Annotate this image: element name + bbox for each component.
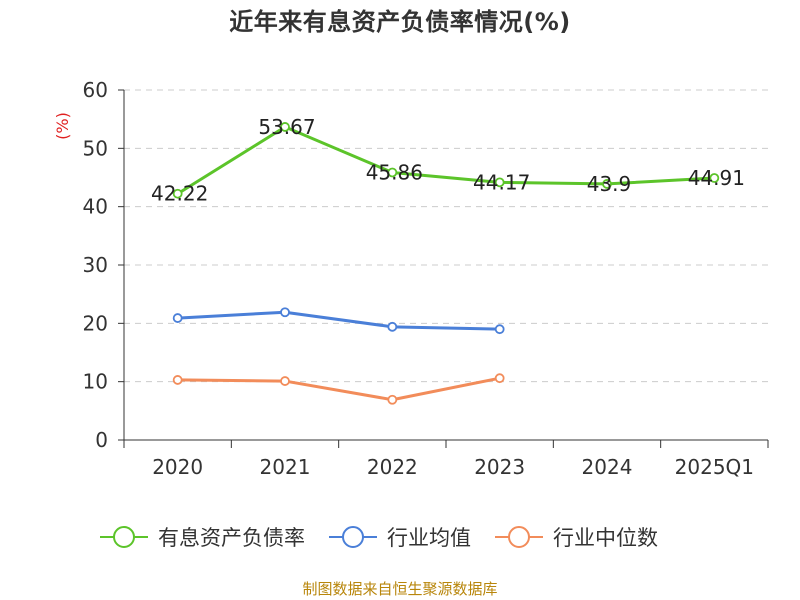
x-tick-label: 2025Q1 xyxy=(675,455,754,479)
y-tick-label: 10 xyxy=(83,370,108,394)
data-label: 43.9 xyxy=(587,172,632,196)
data-point xyxy=(280,307,290,318)
legend-marker xyxy=(113,526,135,548)
series-line-2 xyxy=(176,376,502,402)
series xyxy=(172,122,720,405)
y-tick-label: 40 xyxy=(83,195,108,219)
chart-title: 近年来有息资产负债率情况(%) xyxy=(229,8,571,36)
x-tick-label: 2021 xyxy=(260,455,311,479)
data-point xyxy=(494,373,505,384)
data-label: 45.86 xyxy=(366,160,423,184)
data-point xyxy=(494,177,505,188)
legend: 有息资产负债率 行业均值 行业中位数 xyxy=(100,526,658,550)
y-tick-label: 30 xyxy=(83,253,108,277)
data-point xyxy=(172,313,183,323)
series-line-1 xyxy=(176,310,502,331)
y-axis-label: (%) xyxy=(53,112,72,140)
x-tick-label: 2023 xyxy=(474,455,525,479)
legend-marker xyxy=(342,526,364,548)
y-tick-label: 20 xyxy=(83,311,108,335)
axes: 0 10 20 30 40 50 60 2020 2021 2022 2023 2024 2025Q1 xyxy=(83,78,769,479)
y-tick-label: 0 xyxy=(95,428,108,452)
data-point xyxy=(387,167,398,178)
data-point xyxy=(172,188,183,199)
data-label: 42.22 xyxy=(151,182,208,206)
data-point xyxy=(280,376,290,386)
data-labels: 42.22 53.67 45.86 44.17 43.9 44.91 xyxy=(151,115,745,206)
y-tick-label: 60 xyxy=(83,78,108,102)
x-tick-label: 2022 xyxy=(367,455,418,479)
data-point xyxy=(280,122,290,132)
data-point xyxy=(709,173,720,183)
data-point xyxy=(387,321,398,332)
legend-label: 行业中位数 xyxy=(553,526,658,550)
y-tick-label: 50 xyxy=(83,136,108,160)
grid-lines xyxy=(124,89,768,383)
data-point xyxy=(172,375,183,385)
data-point xyxy=(602,179,612,189)
source-note: 制图数据来自恒生聚源数据库 xyxy=(302,580,498,598)
series-line-0 xyxy=(176,125,716,196)
legend-label: 行业均值 xyxy=(387,526,471,550)
data-label: 44.17 xyxy=(473,170,530,194)
data-label: 44.91 xyxy=(688,166,745,190)
data-point xyxy=(387,394,398,405)
legend-label: 有息资产负债率 xyxy=(158,526,305,550)
legend-marker xyxy=(508,526,530,548)
x-tick-label: 2020 xyxy=(152,455,203,479)
data-point xyxy=(494,324,505,335)
data-label: 53.67 xyxy=(258,115,315,139)
x-tick-label: 2024 xyxy=(582,455,633,479)
